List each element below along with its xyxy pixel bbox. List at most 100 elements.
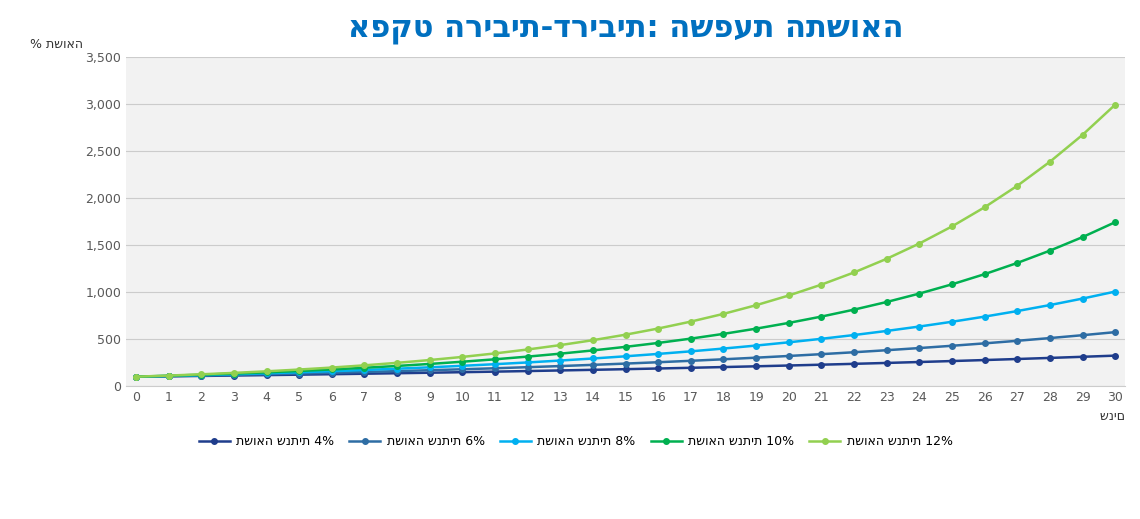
‏תשואה שנתית 10% [162,373,176,379]
Line: ‏תשואה שנתית 8%: ‏תשואה שנתית 8% [133,289,1118,379]
‏תשואה שנתית 8% [553,358,567,364]
‏תשואה שנתית 8% [880,328,894,334]
‏תשואה שנתית 12% [1010,183,1024,189]
‏תשואה שנתית 12% [292,366,306,373]
‏תשואה שנתית 10% [749,325,763,332]
‏תשואה שנתית 4% [717,364,731,370]
‏תשואה שנתית 12% [423,357,437,363]
‏תשואה שנתית 4% [1076,353,1090,360]
‏תשואה שנתית 6% [423,367,437,373]
‏תשואה שנתית 12% [162,373,176,379]
‏תשואה שנתית 4% [553,367,567,374]
‏תשואה שנתית 6% [815,351,829,357]
‏תשואה שנתית 12% [815,281,829,288]
‏תשואה שנתית 4% [1010,356,1024,362]
‏תשואה שנתית 8% [945,319,959,325]
‏תשואה שנתית 8% [651,351,665,357]
‏תשואה שנתית 8% [586,356,600,362]
‏תשואה שנתית 8% [1010,308,1024,314]
‏תשואה שנתית 6% [1076,332,1090,338]
‏תשואה שנתית 4% [815,362,829,368]
‏תשואה שנתית 6% [684,358,698,364]
‏תשואה שנתית 6% [880,347,894,353]
Line: ‏תשואה שנתית 12%: ‏תשואה שנתית 12% [133,102,1118,379]
‏תשואה שנתית 4% [227,373,241,379]
‏תשואה שנתית 10% [292,368,306,374]
‏תשואה שנתית 12% [880,256,894,262]
‏תשואה שנתית 12% [945,223,959,229]
‏תשואה שנתית 4% [292,372,306,378]
‏תשואה שנתית 4% [847,361,861,367]
‏תשואה שנתית 4% [488,368,502,375]
‏תשואה שנתית 8% [292,369,306,375]
‏תשואה שנתית 12% [456,354,470,360]
‏תשואה שנתית 6% [749,354,763,361]
‏תשואה שנתית 6% [619,361,633,367]
‏תשואה שנתית 10% [782,320,796,326]
Legend: ‏תשואה שנתית 4%, ‏תשואה שנתית 6%, ‏תשואה שנתית 8%, ‏תשואה שנתית 10%, ‏תשואה שנתי: ‏תשואה שנתית 4%, ‏תשואה שנתית 6%, ‏תשואה… [198,435,953,448]
‏תשואה שנתית 12% [260,368,274,374]
‏תשואה שנתית 8% [260,370,274,376]
‏תשואה שנתית 10% [1010,260,1024,266]
‏תשואה שנתית 12% [1043,159,1057,165]
‏תשואה שנתית 4% [260,372,274,378]
‏תשואה שנתית 10% [260,369,274,375]
‏תשואה שנתית 6% [945,343,959,349]
‏תשואה שנתית 8% [129,374,142,380]
‏תשואה שנתית 12% [978,204,992,210]
‏תשואה שנתית 4% [423,370,437,376]
‏תשואה שנתית 4% [782,362,796,368]
‏תשואה שנתית 4% [195,373,209,379]
‏תשואה שנתית 6% [847,349,861,356]
‏תשואה שנתית 8% [195,372,209,378]
‏תשואה שנתית 4% [945,358,959,364]
‏תשואה שנתית 12% [358,362,372,368]
‏תשואה שנתית 4% [978,357,992,363]
‏תשואה שנתית 8% [488,361,502,367]
‏תשואה שנתית 12% [619,332,633,338]
‏תשואה שנתית 6% [325,370,339,376]
‏תשואה שנתית 10% [815,313,829,320]
‏תשואה שנתית 10% [847,307,861,313]
‏תשואה שנתית 6% [717,356,731,362]
‏תשואה שנתית 10% [1076,234,1090,240]
‏תשואה שנתית 10% [945,281,959,288]
‏תשואה שנתית 6% [553,363,567,369]
‏תשואה שנתית 8% [521,359,535,365]
‏תשואה שנתית 12% [749,302,763,308]
‏תשואה שנתית 8% [815,336,829,342]
‏תשואה שנתית 8% [1108,289,1122,295]
Line: ‏תשואה שנתית 4%: ‏תשואה שנתית 4% [133,353,1118,379]
Line: ‏תשואה שנתית 6%: ‏תשואה שנתית 6% [133,330,1118,379]
‏תשואה שנתית 4% [912,359,926,365]
‏תשואה שנתית 12% [325,364,339,371]
‏תשואה שנתית 12% [195,371,209,377]
‏תשואה שנתית 4% [880,360,894,366]
‏תשואה שנתית 4% [390,370,404,376]
‏תשואה שנתית 10% [553,350,567,357]
‏תשואה שנתית 10% [1108,219,1122,225]
‏תשואה שנתית 12% [717,311,731,317]
‏תשואה שנתית 10% [488,356,502,362]
‏תשואה שנתית 4% [1108,352,1122,359]
‏תשואה שנתית 6% [260,371,274,377]
‏תשואה שנתית 12% [129,374,142,380]
‏תשואה שנתית 8% [782,339,796,346]
‏תשואה שנתית 10% [521,353,535,360]
‏תשואה שנתית 12% [553,342,567,348]
‏תשואה שנתית 4% [684,365,698,371]
‏תשואה שנתית 12% [227,370,241,376]
‏תשואה שנתית 10% [619,344,633,350]
‏תשואה שנתית 6% [358,369,372,375]
‏תשואה שנתית 10% [1043,248,1057,254]
‏תשואה שנתית 10% [325,366,339,373]
‏תשואה שנתית 6% [390,368,404,374]
‏תשואה שנתית 4% [456,369,470,375]
‏תשואה שנתית 4% [129,374,142,380]
‏תשואה שנתית 6% [651,359,665,365]
‏תשואה שנתית 4% [651,365,665,372]
‏תשואה שנתית 6% [521,364,535,370]
‏תשואה שנתית 12% [684,319,698,325]
Y-axis label: ‏% תשואה: ‏% תשואה [30,38,83,51]
‏תשואה שנתית 10% [978,271,992,277]
